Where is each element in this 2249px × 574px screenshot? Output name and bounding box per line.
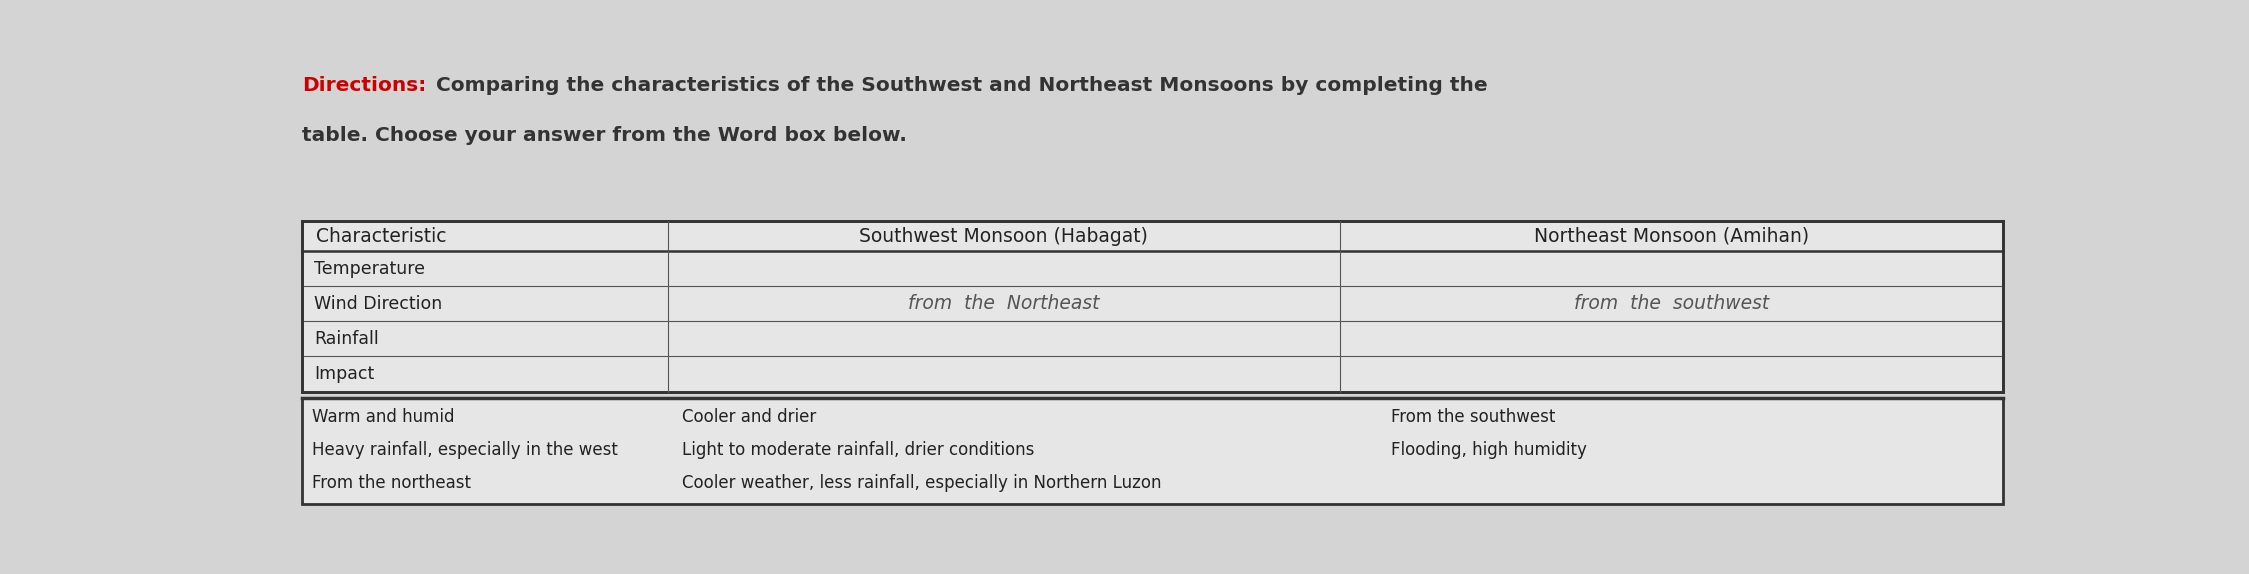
Text: Light to moderate rainfall, drier conditions: Light to moderate rainfall, drier condit… xyxy=(681,441,1035,459)
Text: Northeast Monsoon (Amihan): Northeast Monsoon (Amihan) xyxy=(1534,227,1808,246)
Text: Heavy rainfall, especially in the west: Heavy rainfall, especially in the west xyxy=(313,441,618,459)
Text: table. Choose your answer from the Word box below.: table. Choose your answer from the Word … xyxy=(301,126,906,145)
Text: Southwest Monsoon (Habagat): Southwest Monsoon (Habagat) xyxy=(859,227,1149,246)
Text: Characteristic: Characteristic xyxy=(315,227,448,246)
Text: Directions:: Directions: xyxy=(301,76,427,95)
Text: Flooding, high humidity: Flooding, high humidity xyxy=(1392,441,1588,459)
Text: from  the  southwest: from the southwest xyxy=(1574,294,1770,313)
Text: Wind Direction: Wind Direction xyxy=(315,295,443,313)
Text: Rainfall: Rainfall xyxy=(315,330,380,348)
Text: Cooler and drier: Cooler and drier xyxy=(681,408,816,426)
Text: Comparing the characteristics of the Southwest and Northeast Monsoons by complet: Comparing the characteristics of the Sou… xyxy=(430,76,1489,95)
Text: Cooler weather, less rainfall, especially in Northern Luzon: Cooler weather, less rainfall, especiall… xyxy=(681,474,1160,492)
Text: Impact: Impact xyxy=(315,365,376,383)
Text: from  the  Northeast: from the Northeast xyxy=(909,294,1100,313)
Text: From the northeast: From the northeast xyxy=(313,474,472,492)
Text: Temperature: Temperature xyxy=(315,259,425,278)
Text: Warm and humid: Warm and humid xyxy=(313,408,454,426)
Text: From the southwest: From the southwest xyxy=(1392,408,1556,426)
